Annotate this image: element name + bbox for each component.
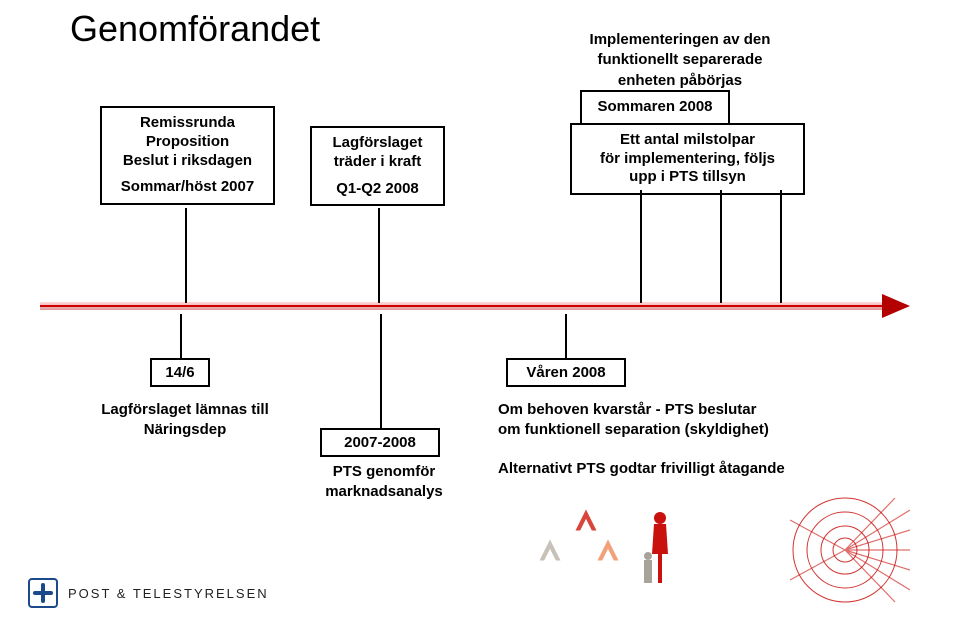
connector (720, 190, 722, 303)
connector (380, 314, 382, 428)
pts-logo-icon (28, 578, 58, 608)
box-l: Lagförslaget (322, 134, 433, 153)
label-line: Näringsdep (70, 420, 300, 440)
box-lagforslaget: Lagförslaget träder i kraft Q1-Q2 2008 (310, 126, 445, 206)
box-spring: Våren 2008 (506, 358, 626, 387)
box-l: Sommar/höst 2007 (112, 178, 263, 197)
subtitle: Implementeringen av den funktionellt sep… (520, 30, 840, 91)
box-sommar-host: Remissrunda Proposition Beslut i riksdag… (100, 106, 275, 205)
label-pts-genomfor: PTS genomför marknadsanalys (304, 462, 464, 503)
box-l: upp i PTS tillsyn (582, 168, 793, 187)
box-l: Q1-Q2 2008 (322, 180, 433, 199)
label-line: om funktionell separation (skyldighet) (498, 420, 878, 440)
box-l: Ett antal milstolpar (582, 131, 793, 150)
box-l: för implementering, följs (582, 150, 793, 169)
connector (565, 314, 567, 358)
chevron-icon (594, 536, 622, 564)
box-l: träder i kraft (322, 153, 433, 172)
decorative-radial (760, 490, 910, 610)
box-2007-2008: 2007-2008 (320, 428, 440, 457)
box-date: 14/6 (150, 358, 210, 387)
box-l: Remissrunda (112, 114, 263, 133)
connector (780, 190, 782, 303)
label-line: Alternativt PTS godtar frivilligt åtagan… (498, 459, 878, 479)
label-lagforslaget-lamnas: Lagförslaget lämnas till Näringsdep (70, 400, 300, 441)
subtitle-l3: enheten påbörjas (520, 71, 840, 91)
box-date-text: 14/6 (165, 364, 194, 381)
chevron-icon (536, 536, 564, 564)
box-spring-text: Våren 2008 (526, 364, 605, 381)
footer: POST & TELESTYRELSEN (28, 578, 269, 608)
connector (640, 190, 642, 303)
label-line: Om behoven kvarstår - PTS beslutar (498, 400, 878, 420)
box-sommaren: Sommaren 2008 Ett antal milstolpar för i… (570, 90, 805, 197)
box-l: Proposition (112, 133, 263, 152)
subtitle-l1: Implementeringen av den (520, 30, 840, 50)
subtitle-l2: funktionellt separerade (520, 50, 840, 70)
connector (185, 208, 187, 303)
connector (378, 208, 380, 303)
box-l: Sommaren 2008 (597, 98, 712, 115)
page-title: Genomförandet (70, 8, 320, 50)
box-l: Beslut i riksdagen (112, 152, 263, 171)
connector (180, 314, 182, 358)
label-line: Lagförslaget lämnas till (70, 400, 300, 420)
label-line: marknadsanalys (304, 482, 464, 502)
timeline (40, 294, 910, 322)
label-line: PTS genomför (304, 462, 464, 482)
footer-text: POST & TELESTYRELSEN (68, 586, 269, 601)
chevron-icon (572, 506, 600, 534)
person-icon (638, 508, 678, 588)
decorative-chevrons (528, 498, 748, 588)
box-year-text: 2007-2008 (344, 434, 416, 451)
label-om-behoven: Om behoven kvarstår - PTS beslutar om fu… (498, 400, 878, 479)
